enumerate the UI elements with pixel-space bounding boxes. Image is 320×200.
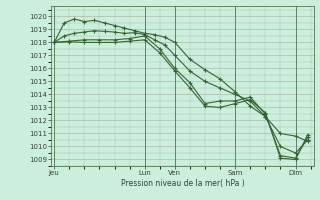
X-axis label: Pression niveau de la mer( hPa ): Pression niveau de la mer( hPa ) [121,179,244,188]
